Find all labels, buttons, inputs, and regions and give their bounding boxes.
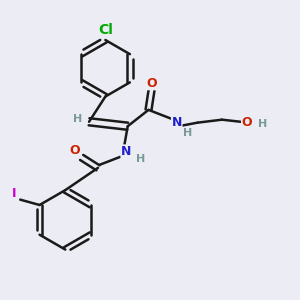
- Text: O: O: [146, 76, 157, 90]
- Text: Cl: Cl: [98, 22, 113, 37]
- Text: H: H: [183, 128, 192, 138]
- Text: H: H: [136, 154, 145, 164]
- Text: N: N: [121, 145, 131, 158]
- Text: N: N: [172, 116, 182, 129]
- Text: O: O: [70, 144, 80, 158]
- Text: H: H: [258, 119, 267, 129]
- Text: I: I: [11, 187, 16, 200]
- Text: O: O: [242, 116, 252, 129]
- Text: H: H: [73, 114, 83, 124]
